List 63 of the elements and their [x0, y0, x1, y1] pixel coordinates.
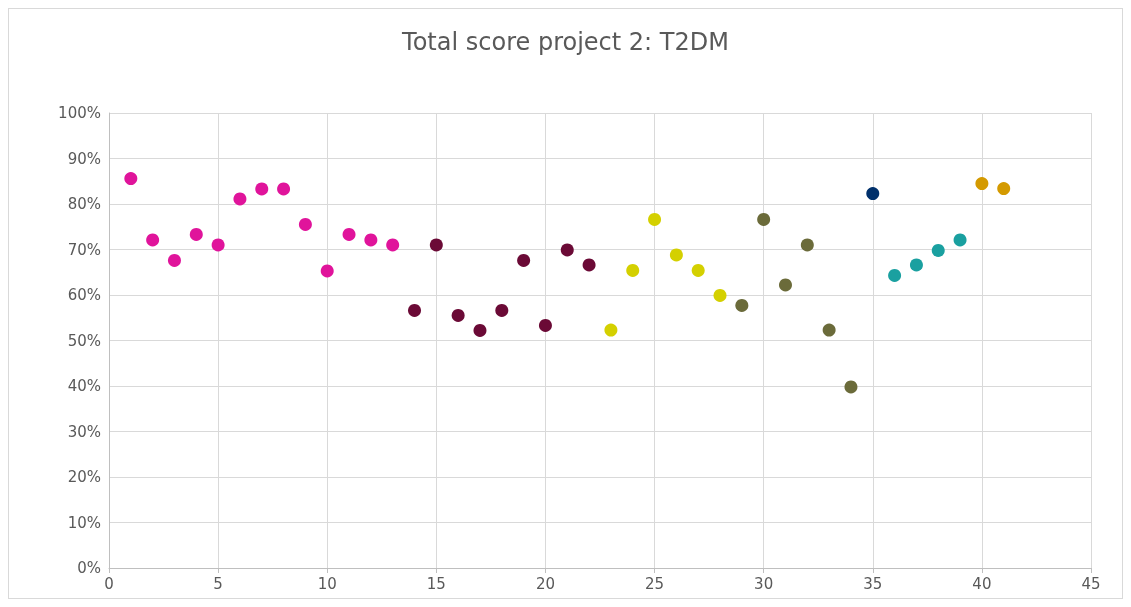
x-tick-label: 0: [104, 574, 114, 593]
point: [800, 238, 814, 252]
point: [408, 303, 422, 317]
point: [975, 177, 989, 191]
point: [386, 238, 400, 252]
point: [953, 233, 967, 247]
point: [866, 187, 880, 201]
point: [538, 318, 552, 332]
point: [604, 323, 618, 337]
y-tick-label: 20%: [67, 468, 101, 486]
y-tick-label: 40%: [67, 377, 101, 395]
point: [757, 212, 771, 226]
x-tick-label: 40: [972, 574, 992, 593]
point: [320, 264, 334, 278]
point: [189, 227, 203, 241]
point: [255, 182, 269, 196]
x-tick-label: 20: [535, 574, 555, 593]
y-tick-label: 100%: [58, 104, 101, 122]
point: [473, 323, 487, 337]
point: [124, 172, 138, 186]
x-tick-label: 30: [754, 574, 774, 593]
point: [364, 233, 378, 247]
point: [233, 192, 247, 206]
point: [779, 278, 792, 292]
point: [735, 298, 749, 312]
x-tick-label: 35: [863, 574, 883, 593]
y-tick-label: 50%: [67, 331, 101, 350]
y-tick-label: 90%: [67, 149, 101, 168]
point: [342, 227, 356, 241]
point: [211, 238, 225, 252]
point: [997, 182, 1011, 196]
y-tick-label: 0%: [77, 559, 101, 577]
point: [648, 212, 662, 226]
point: [429, 238, 443, 252]
point: [888, 268, 902, 282]
point: [713, 288, 727, 302]
point: [298, 217, 312, 231]
point: [146, 233, 160, 247]
y-tick-label: 30%: [67, 422, 101, 441]
point: [582, 258, 596, 272]
point: [691, 263, 705, 277]
y-tick-label: 70%: [67, 240, 101, 259]
point: [517, 253, 531, 267]
y-tick-label: 80%: [67, 195, 101, 213]
y-tick-label: 60%: [67, 286, 101, 304]
y-tick-label: 10%: [67, 513, 101, 532]
x-tick-label: 15: [426, 574, 446, 593]
chart-title: Total score project 2: T2DM: [401, 28, 729, 56]
point: [277, 182, 291, 196]
x-tick-label: 45: [1081, 574, 1101, 593]
x-tick-label: 5: [213, 574, 223, 593]
point: [495, 303, 509, 317]
point: [560, 243, 574, 257]
point: [931, 243, 945, 257]
point: [822, 323, 836, 337]
x-tick-label: 10: [317, 574, 337, 593]
point: [669, 248, 683, 262]
point: [167, 253, 181, 267]
x-tick-label: 25: [645, 574, 665, 593]
point: [451, 308, 465, 322]
point: [626, 263, 640, 277]
point: [909, 258, 923, 272]
point: [844, 380, 858, 394]
